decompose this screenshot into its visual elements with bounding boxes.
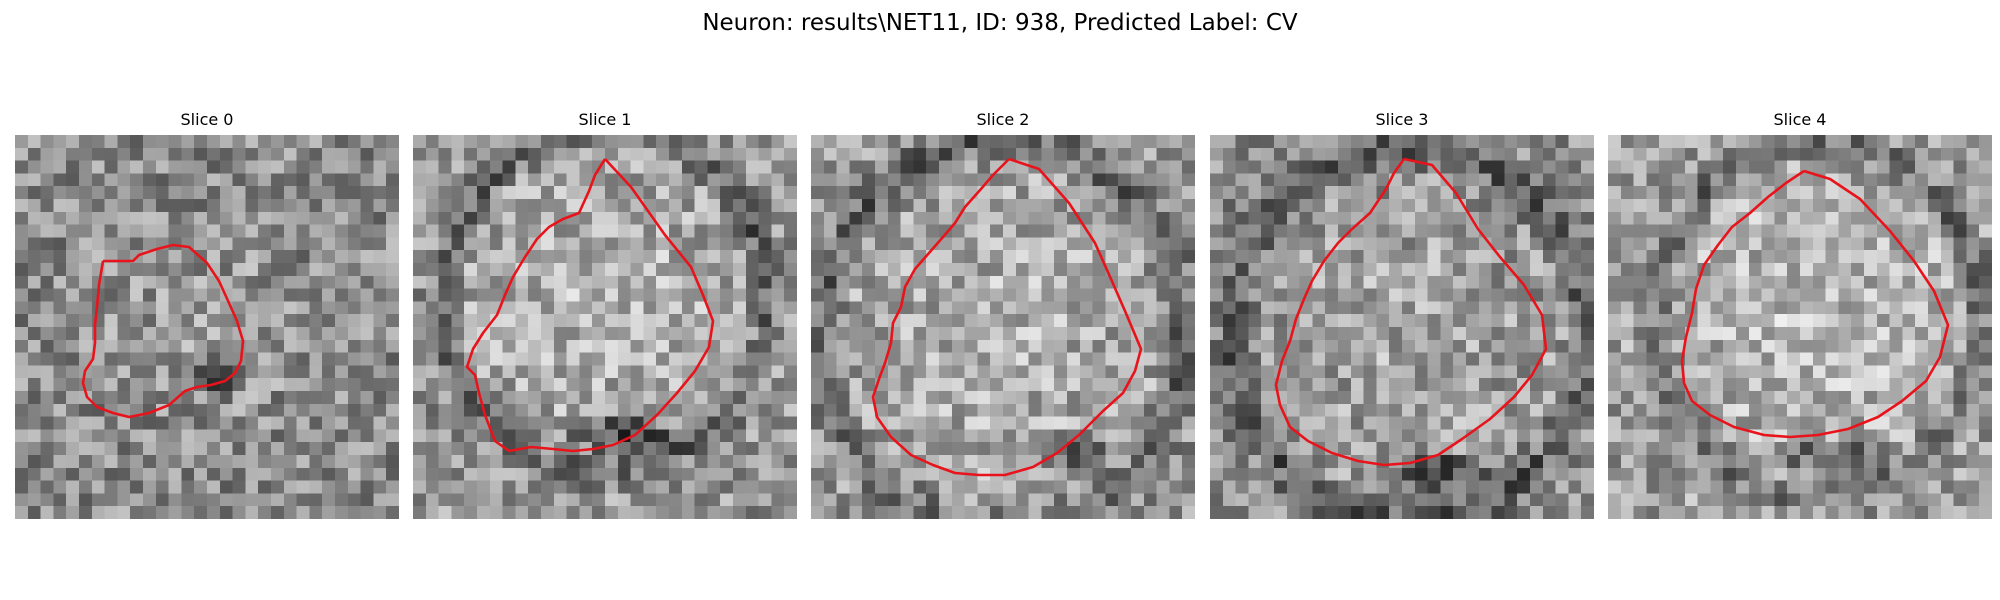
pixel-grid <box>413 135 797 519</box>
slice-title-1: Slice 1 <box>578 110 632 129</box>
segmentation-contour <box>81 243 245 419</box>
pixel-grid <box>1608 135 1992 519</box>
slice-title-2: Slice 2 <box>976 110 1030 129</box>
slice-title-3: Slice 3 <box>1375 110 1429 129</box>
segmentation-contour <box>465 158 715 453</box>
pixel-grid <box>811 135 1195 519</box>
slice-image-1 <box>413 135 797 519</box>
slice-image-2 <box>811 135 1195 519</box>
slice-image-3 <box>1210 135 1594 519</box>
pixel-grid <box>15 135 399 519</box>
segmentation-contour <box>1274 157 1548 467</box>
segmentation-contour <box>871 157 1143 477</box>
figure-title: Neuron: results\NET11, ID: 938, Predicte… <box>702 10 1298 36</box>
slice-image-4 <box>1608 135 1992 519</box>
segmentation-contour <box>1680 169 1950 439</box>
slice-title-0: Slice 0 <box>180 110 234 129</box>
slice-image-0 <box>15 135 399 519</box>
slice-title-4: Slice 4 <box>1773 110 1827 129</box>
pixel-grid <box>1210 135 1594 519</box>
